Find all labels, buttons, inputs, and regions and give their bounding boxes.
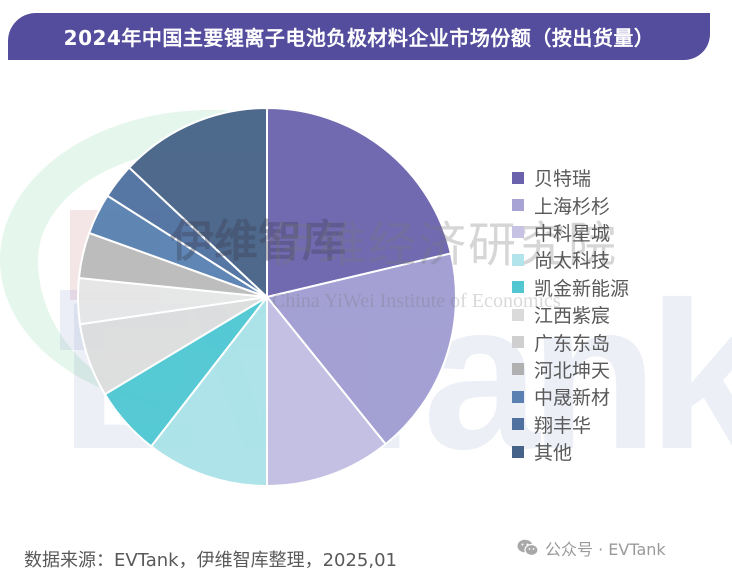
legend-item: 翔丰华 xyxy=(512,411,629,438)
legend-swatch xyxy=(512,336,524,349)
chart-legend: 贝特瑞 上海杉杉 中科星城 尚太科技 凯金新能源 江西紫宸 广东东岛 河北坤天 … xyxy=(512,164,629,465)
legend-label: 凯金新能源 xyxy=(534,277,630,300)
legend-swatch xyxy=(512,199,524,212)
legend-swatch xyxy=(512,363,524,376)
legend-label: 中科星城 xyxy=(534,222,611,245)
legend-item: 上海杉杉 xyxy=(512,191,629,218)
legend-swatch xyxy=(512,390,524,403)
legend-label: 河北坤天 xyxy=(534,359,611,382)
legend-item: 江西紫宸 xyxy=(512,301,629,328)
legend-swatch xyxy=(512,281,524,294)
wechat-brand: 公众号 · EVTank xyxy=(517,536,666,560)
legend-label: 贝特瑞 xyxy=(534,168,592,191)
wechat-icon xyxy=(517,539,539,557)
legend-item: 其他 xyxy=(512,438,629,465)
legend-item: 河北坤天 xyxy=(512,356,629,383)
pie-slice xyxy=(127,106,268,300)
pie-slice xyxy=(266,294,388,488)
legend-label: 中晟新材 xyxy=(534,387,611,410)
brand-label: 公众号 · EVTank xyxy=(545,540,666,559)
chart-title-bar: 2024年中国主要锂离子电池负极材料企业市场份额（按出货量） xyxy=(8,13,710,60)
legend-item: 凯金新能源 xyxy=(512,274,629,301)
legend-swatch xyxy=(512,171,524,184)
legend-label: 其他 xyxy=(534,442,573,465)
legend-swatch xyxy=(512,226,524,239)
data-source-note: 数据来源：EVTank，伊维智库整理，2025,01 xyxy=(24,550,397,571)
legend-item: 贝特瑞 xyxy=(512,164,629,191)
legend-swatch xyxy=(512,308,524,321)
legend-label: 翔丰华 xyxy=(534,414,592,437)
legend-swatch xyxy=(512,418,524,431)
legend-item: 中晟新材 xyxy=(512,383,629,410)
legend-item: 中科星城 xyxy=(512,219,629,246)
legend-label: 上海杉杉 xyxy=(534,195,611,218)
pie-slice xyxy=(266,106,453,299)
chart-title: 2024年中国主要锂离子电池负极材料企业市场份额（按出货量） xyxy=(63,26,655,50)
legend-label: 江西紫宸 xyxy=(534,305,611,328)
legend-label: 尚太科技 xyxy=(534,250,611,273)
pie-slice xyxy=(265,252,458,446)
legend-swatch xyxy=(512,253,524,266)
legend-item: 尚太科技 xyxy=(512,246,629,273)
legend-label: 广东东岛 xyxy=(534,332,611,355)
pie-slices xyxy=(76,106,458,488)
legend-swatch xyxy=(512,445,524,458)
pie-slice xyxy=(149,294,268,488)
legend-item: 广东东岛 xyxy=(512,328,629,355)
